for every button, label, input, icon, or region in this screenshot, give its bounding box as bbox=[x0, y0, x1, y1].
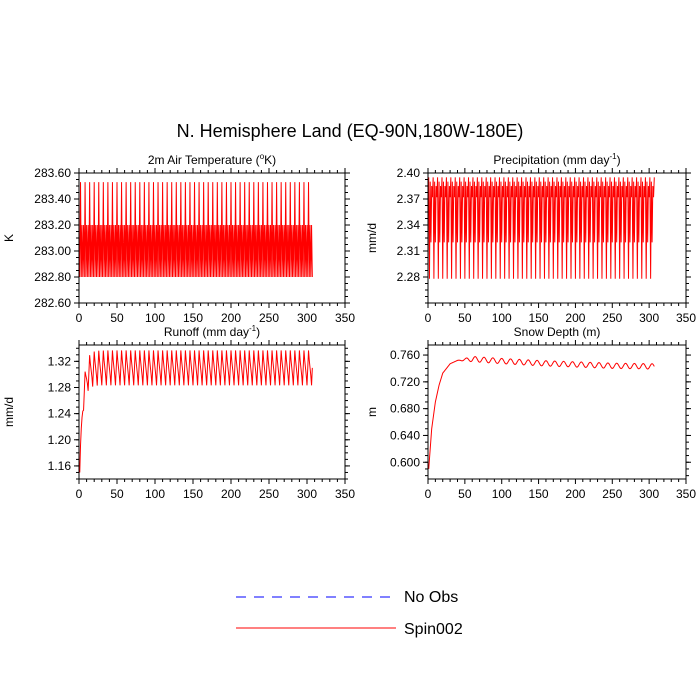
panel-title-superscript: -1 bbox=[609, 152, 617, 161]
panel-title: Runoff (mm day-1) bbox=[164, 324, 260, 339]
y-axis-label: K bbox=[2, 234, 16, 242]
x-tick-label: 300 bbox=[639, 311, 659, 325]
x-tick-label: 350 bbox=[676, 487, 696, 501]
x-tick-label: 0 bbox=[425, 487, 432, 501]
x-tick-label: 100 bbox=[492, 311, 512, 325]
y-tick-label: 283.40 bbox=[34, 192, 71, 206]
y-tick-label: 0.680 bbox=[390, 402, 420, 416]
y-tick-label: 1.24 bbox=[48, 407, 72, 421]
panel-title-main: Snow Depth (m) bbox=[514, 325, 601, 339]
panel-title-end: K) bbox=[264, 153, 276, 167]
x-tick-label: 50 bbox=[458, 487, 472, 501]
y-tick-label: 282.80 bbox=[34, 270, 71, 284]
x-tick-label: 100 bbox=[145, 487, 165, 501]
plot-frame bbox=[427, 344, 687, 480]
y-tick-label: 0.760 bbox=[390, 348, 420, 362]
panel-title: Precipitation (mm day-1) bbox=[493, 152, 620, 167]
panel-title-main: 2m Air Temperature ( bbox=[148, 153, 260, 167]
x-tick-label: 150 bbox=[529, 487, 549, 501]
panel-air-temperature: 2m Air Temperature (oK) K 0 50 100 150 200 250 3… bbox=[2, 152, 355, 325]
series-line-spin002 bbox=[79, 182, 313, 278]
panel-title-end: ) bbox=[256, 325, 260, 339]
panel-title-main: Precipitation (mm day bbox=[493, 153, 609, 167]
panel-title: 2m Air Temperature (oK) bbox=[148, 152, 276, 167]
series-line-spin002 bbox=[428, 356, 655, 469]
y-tick-label: 0.640 bbox=[390, 428, 420, 442]
x-tick-label: 300 bbox=[639, 487, 659, 501]
y-axis-label: m bbox=[365, 407, 379, 417]
x-tick-label: 150 bbox=[529, 311, 549, 325]
y-tick-label: 1.16 bbox=[48, 459, 72, 473]
y-tick-label: 1.20 bbox=[48, 433, 72, 447]
y-tick-label: 282.60 bbox=[34, 296, 71, 310]
x-tick-label: 200 bbox=[565, 487, 585, 501]
y-tick-label: 283.60 bbox=[34, 166, 71, 180]
x-tick-label: 50 bbox=[110, 487, 124, 501]
x-tick-label: 300 bbox=[297, 487, 317, 501]
panel-title-superscript: o bbox=[260, 152, 265, 161]
panel-title-end: ) bbox=[617, 153, 621, 167]
y-tick-label: 2.34 bbox=[397, 218, 421, 232]
y-tick-label: 1.28 bbox=[48, 380, 72, 394]
y-tick-label: 283.00 bbox=[34, 244, 71, 258]
y-tick-label: 2.31 bbox=[397, 244, 421, 258]
y-tick-label: 2.28 bbox=[397, 270, 421, 284]
x-tick-label: 200 bbox=[221, 311, 241, 325]
series-line-spin002 bbox=[428, 177, 655, 279]
x-tick-label: 0 bbox=[76, 311, 83, 325]
x-tick-label: 250 bbox=[602, 311, 622, 325]
panel-runoff: Runoff (mm day-1) mm/d 0 50 100 150 200 250 300 3… bbox=[2, 324, 355, 501]
y-axis-label: mm/d bbox=[2, 397, 16, 427]
x-tick-label: 0 bbox=[425, 311, 432, 325]
legend-label-spin002: Spin002 bbox=[404, 621, 463, 638]
legend-label-no-obs: No Obs bbox=[404, 589, 458, 606]
plot-frame bbox=[78, 344, 346, 480]
x-tick-label: 50 bbox=[458, 311, 472, 325]
y-tick-label: 0.600 bbox=[390, 455, 420, 469]
y-tick-label: 283.20 bbox=[34, 218, 71, 232]
x-tick-label: 150 bbox=[183, 487, 203, 501]
y-axis-label: mm/d bbox=[365, 223, 379, 253]
panel-precipitation: Precipitation (mm day-1) mm/d 0 50 100 150 200… bbox=[365, 152, 696, 325]
x-tick-label: 50 bbox=[110, 311, 124, 325]
y-tick-label: 0.720 bbox=[390, 375, 420, 389]
y-tick-label: 2.40 bbox=[397, 166, 421, 180]
x-tick-label: 200 bbox=[565, 311, 585, 325]
x-tick-label: 200 bbox=[221, 487, 241, 501]
figure-title: N. Hemisphere Land (EQ-90N,180W-180E) bbox=[177, 121, 524, 141]
legend: No Obs Spin002 bbox=[236, 589, 463, 638]
x-tick-label: 100 bbox=[145, 311, 165, 325]
x-tick-label: 100 bbox=[492, 487, 512, 501]
panel-title-superscript: -1 bbox=[249, 324, 257, 333]
x-tick-label: 350 bbox=[676, 311, 696, 325]
y-tick-label: 2.37 bbox=[397, 192, 421, 206]
x-tick-label: 350 bbox=[335, 311, 355, 325]
x-tick-label: 250 bbox=[259, 311, 279, 325]
panel-snow-depth: Snow Depth (m) m 0 50 100 150 200 250 300 350 0.60… bbox=[365, 325, 696, 501]
series-line-spin002 bbox=[79, 350, 313, 473]
y-tick-label: 1.32 bbox=[48, 354, 72, 368]
x-tick-label: 350 bbox=[335, 487, 355, 501]
panel-title-main: Runoff (mm day bbox=[164, 325, 249, 339]
x-tick-label: 0 bbox=[76, 487, 83, 501]
x-tick-label: 250 bbox=[259, 487, 279, 501]
x-tick-label: 150 bbox=[183, 311, 203, 325]
panel-title: Snow Depth (m) bbox=[514, 325, 601, 339]
x-tick-label: 250 bbox=[602, 487, 622, 501]
x-tick-label: 300 bbox=[297, 311, 317, 325]
